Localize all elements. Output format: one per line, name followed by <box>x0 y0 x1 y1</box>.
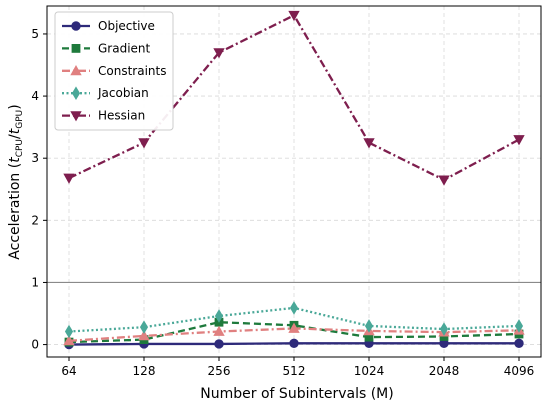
y-tick-label: 3 <box>31 151 39 165</box>
series-layer <box>63 10 525 350</box>
data-point-objective <box>289 338 299 349</box>
legend-marker-objective <box>71 21 81 31</box>
data-point-constraints <box>63 335 75 346</box>
legend-box <box>54 11 174 131</box>
data-point-hessian <box>213 48 225 59</box>
legend-item-constraints: Constraints <box>62 64 166 78</box>
y-axis: 0 1 2 3 4 5 <box>31 27 47 352</box>
x-axis: 64 128 256 512 1024 2048 4096 <box>61 357 534 378</box>
legend-label-objective: Objective <box>98 19 155 33</box>
y-axis-label-sub1: CPU <box>15 139 25 157</box>
legend-marker-jacobian <box>71 86 81 100</box>
series-objective <box>64 338 524 350</box>
x-tick-label: 128 <box>133 364 156 378</box>
data-point-jacobian <box>139 320 149 334</box>
y-tick-label: 5 <box>31 27 39 41</box>
legend-item-gradient: Gradient <box>62 41 151 55</box>
x-tick-label: 4096 <box>504 364 535 378</box>
legend-item-jacobian: Jacobian <box>62 86 149 100</box>
legend-label-hessian: Hessian <box>98 109 145 123</box>
data-point-jacobian <box>364 319 374 333</box>
legend-label-jacobian: Jacobian <box>97 86 149 100</box>
data-point-hessian <box>438 175 450 186</box>
data-point-jacobian <box>514 319 524 333</box>
y-axis-label-prefix: Acceleration ( <box>7 163 23 260</box>
x-axis-label: Number of Subintervals (M) <box>200 386 393 402</box>
data-point-hessian <box>288 10 300 22</box>
y-tick-label: 2 <box>31 213 39 227</box>
data-point-objective <box>514 338 524 349</box>
legend-marker-constraints <box>70 64 82 76</box>
y-tick-label: 0 <box>31 338 39 352</box>
data-point-hessian <box>138 138 150 149</box>
x-tick-label: 2048 <box>429 364 460 378</box>
series-jacobian <box>64 301 524 339</box>
data-point-jacobian <box>289 301 299 315</box>
y-tick-label: 4 <box>31 89 39 103</box>
legend-item-hessian: Hessian <box>62 109 145 123</box>
y-axis-label-t2: t <box>7 128 23 134</box>
y-axis-label: Acceleration (tCPU/tGPU) <box>7 104 25 259</box>
data-point-jacobian <box>64 324 74 339</box>
data-point-objective <box>214 339 224 349</box>
data-point-hessian <box>363 138 375 149</box>
legend: Objective Gradient Constraints Jacobian Hess… <box>54 11 174 131</box>
data-point-hessian <box>63 173 75 184</box>
data-point-constraints <box>138 330 150 341</box>
data-point-jacobian <box>214 309 224 323</box>
x-tick-label: 512 <box>283 364 306 378</box>
legend-marker-hessian <box>70 111 82 122</box>
x-tick-label: 1024 <box>354 364 385 378</box>
data-point-hessian <box>513 135 525 146</box>
legend-label-constraints: Constraints <box>98 64 166 78</box>
data-point-jacobian <box>439 322 449 336</box>
data-point-constraints <box>213 325 225 336</box>
data-point-constraints <box>288 322 300 333</box>
legend-label-gradient: Gradient <box>98 41 151 55</box>
legend-item-objective: Objective <box>62 19 155 33</box>
legend-marker-gradient <box>71 44 81 53</box>
y-axis-label-suffix: ) <box>7 104 23 109</box>
x-tick-label: 64 <box>61 364 76 378</box>
x-tick-label: 256 <box>208 364 231 378</box>
y-axis-label-sub2: GPU <box>15 110 25 129</box>
y-tick-label: 1 <box>31 275 39 289</box>
y-axis-label-t1: t <box>7 157 23 163</box>
y-axis-label-slash: / <box>7 134 23 139</box>
series-hessian <box>63 10 525 186</box>
